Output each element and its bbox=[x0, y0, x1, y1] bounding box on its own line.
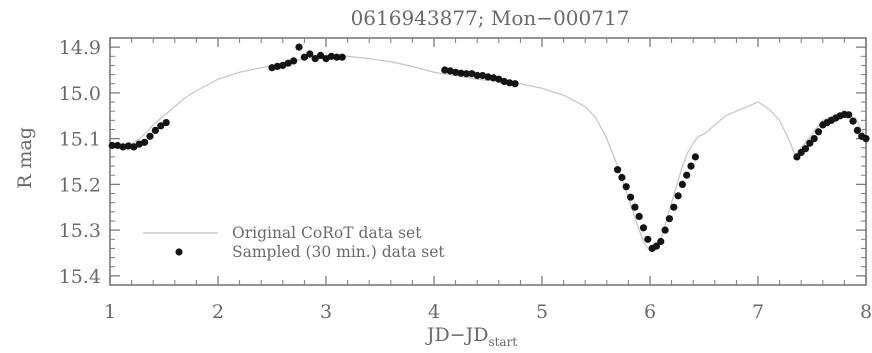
sampled-data-point bbox=[317, 51, 325, 60]
sampled-data-point bbox=[295, 43, 303, 51]
x-tick-label: 7 bbox=[752, 301, 764, 323]
sampled-data-point bbox=[665, 215, 674, 223]
sampled-data-point bbox=[441, 66, 449, 74]
sampled-data-point bbox=[157, 122, 165, 130]
x-tick-label: 4 bbox=[428, 301, 440, 323]
x-tick-label: 1 bbox=[104, 301, 116, 323]
sampled-data-point bbox=[119, 143, 127, 151]
sampled-data-point bbox=[614, 166, 622, 174]
sampled-data-point bbox=[457, 69, 465, 77]
sampled-data-point bbox=[652, 242, 661, 250]
sampled-data-point bbox=[683, 171, 691, 179]
sampled-data-point bbox=[849, 117, 857, 125]
sampled-data-point bbox=[631, 203, 639, 211]
sampled-data-point bbox=[284, 59, 292, 67]
x-axis-label-subscript: start bbox=[488, 335, 517, 349]
sampled-data-point bbox=[114, 141, 122, 150]
sampled-data-point bbox=[306, 50, 314, 58]
sampled-data-point bbox=[810, 135, 818, 143]
sampled-data-point bbox=[670, 203, 678, 211]
sampled-data-series bbox=[108, 43, 870, 252]
sampled-data-point bbox=[687, 162, 695, 170]
sampled-data-point bbox=[853, 126, 862, 134]
sampled-data-point bbox=[495, 75, 503, 83]
sampled-data-point bbox=[462, 70, 470, 78]
y-tick-label: 15.0 bbox=[59, 83, 101, 105]
sampled-data-point bbox=[644, 235, 652, 243]
sampled-data-point bbox=[678, 180, 687, 188]
sampled-data-point bbox=[657, 237, 665, 246]
sampled-data-point bbox=[479, 71, 487, 80]
sampled-data-point bbox=[151, 126, 159, 134]
sampled-data-point bbox=[806, 139, 814, 147]
y-axis: 14.9 15.0 15.1 15.2 15.3 15.4 bbox=[59, 37, 866, 288]
sampled-data-point bbox=[327, 52, 335, 60]
original-data-line bbox=[110, 55, 867, 252]
x-tick-label: 3 bbox=[320, 301, 332, 323]
sampled-data-point bbox=[639, 224, 648, 232]
sampled-data-point bbox=[674, 192, 682, 200]
x-axis-label-main: JD−JD bbox=[425, 324, 489, 346]
sampled-data-point bbox=[322, 55, 330, 63]
sampled-data-point bbox=[333, 53, 341, 61]
sampled-data-point bbox=[141, 138, 149, 146]
plot-border bbox=[109, 37, 867, 286]
legend-point-swatch bbox=[175, 248, 183, 256]
original-data-series bbox=[110, 55, 867, 252]
sampled-data-point bbox=[489, 74, 497, 82]
sampled-data-point bbox=[124, 142, 132, 150]
sampled-data-point bbox=[130, 143, 138, 151]
x-axis-label: JD−JDstart bbox=[425, 324, 517, 349]
y-tick-label: 15.3 bbox=[59, 220, 101, 242]
sampled-data-point bbox=[279, 61, 287, 69]
x-tick-label: 5 bbox=[536, 301, 548, 323]
x-tick-label: 2 bbox=[212, 301, 224, 323]
y-tick-label: 15.1 bbox=[59, 129, 101, 151]
sampled-data-point bbox=[627, 193, 635, 201]
sampled-data-point bbox=[814, 128, 823, 136]
y-axis-label: R mag bbox=[14, 127, 36, 189]
sampled-data-point bbox=[446, 67, 454, 75]
sampled-data-point bbox=[500, 77, 508, 86]
sampled-data-point bbox=[506, 79, 514, 87]
sampled-data-point bbox=[845, 111, 853, 119]
legend: Original CoRoT data set Sampled (30 min.… bbox=[143, 224, 445, 261]
sampled-data-point bbox=[484, 73, 492, 81]
sampled-data-point bbox=[300, 53, 308, 61]
x-tick-label: 6 bbox=[644, 301, 656, 323]
sampled-data-point bbox=[146, 132, 154, 140]
sampled-data-point bbox=[511, 80, 519, 88]
sampled-data-point bbox=[311, 55, 319, 63]
legend-label-original: Original CoRoT data set bbox=[232, 224, 422, 242]
sampled-data-point bbox=[618, 173, 626, 182]
sampled-data-point bbox=[338, 53, 346, 61]
plot-frame bbox=[109, 37, 867, 286]
sampled-data-point bbox=[801, 145, 810, 153]
legend-label-sampled: Sampled (30 min.) data set bbox=[232, 243, 445, 261]
sampled-data-point bbox=[473, 71, 481, 80]
sampled-data-point bbox=[691, 153, 700, 161]
sampled-data-point bbox=[452, 68, 460, 76]
sampled-data-point bbox=[862, 135, 870, 143]
x-tick-label: 8 bbox=[860, 301, 872, 323]
sampled-data-point bbox=[622, 183, 630, 191]
sampled-data-point bbox=[108, 141, 116, 150]
sampled-data-point bbox=[162, 119, 170, 127]
sampled-data-point bbox=[468, 70, 476, 78]
x-axis: 1 2 3 4 5 6 7 8 bbox=[104, 38, 872, 323]
y-tick-label: 15.4 bbox=[59, 266, 101, 288]
sampled-data-point bbox=[268, 64, 276, 72]
y-tick-label: 15.2 bbox=[59, 174, 101, 196]
sampled-data-point bbox=[635, 212, 643, 220]
sampled-data-point bbox=[290, 57, 298, 65]
sampled-data-point bbox=[661, 226, 669, 234]
sampled-data-point bbox=[135, 140, 143, 148]
sampled-data-point bbox=[793, 153, 801, 161]
sampled-data-point bbox=[273, 62, 281, 70]
y-tick-label: 14.9 bbox=[59, 37, 101, 59]
chart-title: 0616943877; Mon−000717 bbox=[351, 6, 630, 30]
